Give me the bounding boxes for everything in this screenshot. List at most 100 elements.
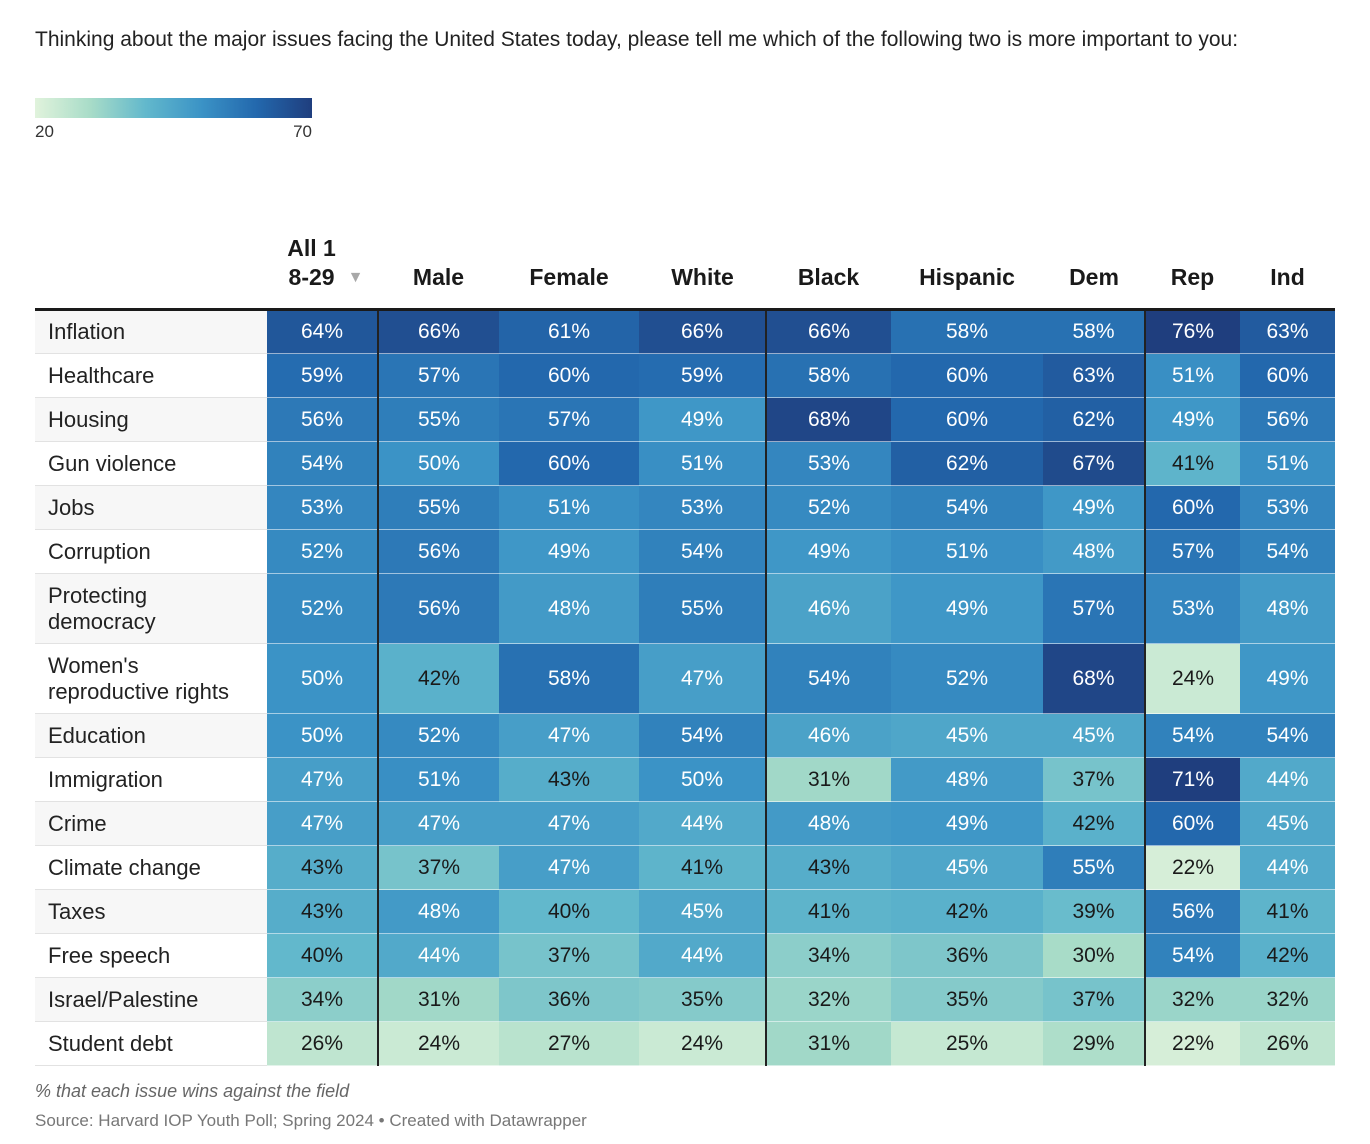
heat-cell-female: 37% — [499, 933, 639, 978]
heat-cell-white: 54% — [639, 529, 766, 574]
heat-cell-rep: 32% — [1144, 977, 1240, 1022]
heat-cell-female: 47% — [499, 801, 639, 846]
heat-cell-all-18-29: 52% — [267, 529, 378, 574]
heat-cell-black: 52% — [765, 485, 891, 530]
heat-cell-white: 59% — [639, 353, 766, 398]
table-row-protecting-democracy: Protecting democracy 52% 56% 48% 55% 46% 49% 57%… — [35, 573, 1335, 644]
heat-cell-ind: 51% — [1240, 441, 1335, 486]
row-label: Israel/Palestine — [35, 977, 267, 1022]
column-header-black[interactable]: Black — [766, 186, 891, 311]
heat-cell-male: 56% — [377, 573, 499, 644]
column-header-white[interactable]: White — [639, 186, 766, 311]
table-row-israel-palestine: Israel/Palestine 34% 31% 36% 35% 32% 35% 37% 32%… — [35, 977, 1335, 1022]
row-header-corner — [35, 186, 267, 311]
row-label: Inflation — [35, 309, 267, 354]
heat-cell-white: 51% — [639, 441, 766, 486]
column-header-ind[interactable]: Ind — [1240, 186, 1335, 311]
heat-cell-dem: 57% — [1043, 573, 1145, 644]
row-label: Gun violence — [35, 441, 267, 486]
heat-cell-hispanic: 36% — [891, 933, 1043, 978]
heat-cell-male: 42% — [377, 643, 499, 714]
heat-cell-black: 49% — [765, 529, 891, 574]
heat-cell-hispanic: 60% — [891, 397, 1043, 442]
heat-cell-female: 48% — [499, 573, 639, 644]
heat-cell-white: 44% — [639, 933, 766, 978]
table-row-education: Education 50% 52% 47% 54% 46% 45% 45% 54% 54% — [35, 713, 1335, 758]
heat-cell-black: 31% — [765, 757, 891, 802]
heat-cell-dem: 55% — [1043, 845, 1145, 890]
heat-cell-white: 49% — [639, 397, 766, 442]
heat-cell-female: 60% — [499, 441, 639, 486]
heat-cell-male: 55% — [377, 485, 499, 530]
heat-cell-rep: 71% — [1144, 757, 1240, 802]
heat-cell-hispanic: 49% — [891, 801, 1043, 846]
heat-cell-rep: 51% — [1144, 353, 1240, 398]
heat-cell-white: 66% — [639, 309, 766, 354]
heat-cell-dem: 42% — [1043, 801, 1145, 846]
heat-cell-rep: 53% — [1144, 573, 1240, 644]
heat-cell-hispanic: 51% — [891, 529, 1043, 574]
row-label: Taxes — [35, 889, 267, 934]
heat-cell-hispanic: 52% — [891, 643, 1043, 714]
heat-cell-hispanic: 60% — [891, 353, 1043, 398]
heat-cell-white: 44% — [639, 801, 766, 846]
heat-cell-rep: 76% — [1144, 309, 1240, 354]
column-header-male[interactable]: Male — [378, 186, 499, 311]
heat-cell-all-18-29: 43% — [267, 845, 378, 890]
table-row-immigration: Immigration 47% 51% 43% 50% 31% 48% 37% 71% 44% — [35, 757, 1335, 802]
column-header-hispanic[interactable]: Hispanic — [891, 186, 1043, 311]
heat-cell-male: 24% — [377, 1021, 499, 1066]
heat-cell-dem: 58% — [1043, 309, 1145, 354]
heat-cell-male: 47% — [377, 801, 499, 846]
heat-cell-rep: 57% — [1144, 529, 1240, 574]
heat-cell-black: 46% — [765, 573, 891, 644]
heat-cell-male: 50% — [377, 441, 499, 486]
heat-cell-white: 47% — [639, 643, 766, 714]
heatmap-body: Inflation 64% 66% 61% 66% 66% 58% 58% 76% 63% Heal… — [35, 309, 1335, 1066]
heat-cell-dem: 48% — [1043, 529, 1145, 574]
column-header-all-18-29[interactable]: All 18-29 ▼ — [267, 186, 378, 311]
heat-cell-rep: 22% — [1144, 1021, 1240, 1066]
heat-cell-all-18-29: 54% — [267, 441, 378, 486]
heat-cell-ind: 42% — [1240, 933, 1335, 978]
heat-cell-male: 55% — [377, 397, 499, 442]
heat-cell-female: 60% — [499, 353, 639, 398]
table-row-climate-change: Climate change 43% 37% 47% 41% 43% 45% 55% 22% 44… — [35, 845, 1335, 890]
row-label: Protecting democracy — [35, 573, 267, 644]
heat-cell-white: 24% — [639, 1021, 766, 1066]
table-row-healthcare: Healthcare 59% 57% 60% 59% 58% 60% 63% 51% 60% — [35, 353, 1335, 398]
row-label: Housing — [35, 397, 267, 442]
column-header-dem[interactable]: Dem — [1043, 186, 1145, 311]
heat-cell-black: 41% — [765, 889, 891, 934]
heat-cell-black: 34% — [765, 933, 891, 978]
row-label: Jobs — [35, 485, 267, 530]
column-header-rep[interactable]: Rep — [1145, 186, 1240, 311]
heat-cell-hispanic: 49% — [891, 573, 1043, 644]
heat-cell-white: 55% — [639, 573, 766, 644]
heat-cell-hispanic: 48% — [891, 757, 1043, 802]
row-label: Women's reproductive rights — [35, 643, 267, 714]
heat-cell-rep: 56% — [1144, 889, 1240, 934]
heat-cell-female: 58% — [499, 643, 639, 714]
heat-cell-ind: 54% — [1240, 529, 1335, 574]
legend-min-label: 20 — [35, 122, 54, 141]
heat-cell-rep: 41% — [1144, 441, 1240, 486]
heat-cell-ind: 26% — [1240, 1021, 1335, 1066]
heat-cell-dem: 67% — [1043, 441, 1145, 486]
heat-cell-rep: 54% — [1144, 713, 1240, 758]
heat-cell-ind: 44% — [1240, 845, 1335, 890]
heat-cell-all-18-29: 50% — [267, 713, 378, 758]
column-header-female[interactable]: Female — [499, 186, 639, 311]
heat-cell-black: 32% — [765, 977, 891, 1022]
heat-cell-rep: 60% — [1144, 485, 1240, 530]
row-label: Climate change — [35, 845, 267, 890]
heat-cell-hispanic: 42% — [891, 889, 1043, 934]
heat-cell-black: 66% — [765, 309, 891, 354]
heat-cell-female: 47% — [499, 845, 639, 890]
source-line: Source: Harvard IOP Youth Poll; Spring 2… — [35, 1111, 587, 1130]
heat-cell-white: 45% — [639, 889, 766, 934]
header-row: All 18-29 ▼ Male Female White Black Hispanic De… — [35, 186, 1335, 311]
row-label: Student debt — [35, 1021, 267, 1066]
heat-cell-dem: 29% — [1043, 1021, 1145, 1066]
row-label: Crime — [35, 801, 267, 846]
